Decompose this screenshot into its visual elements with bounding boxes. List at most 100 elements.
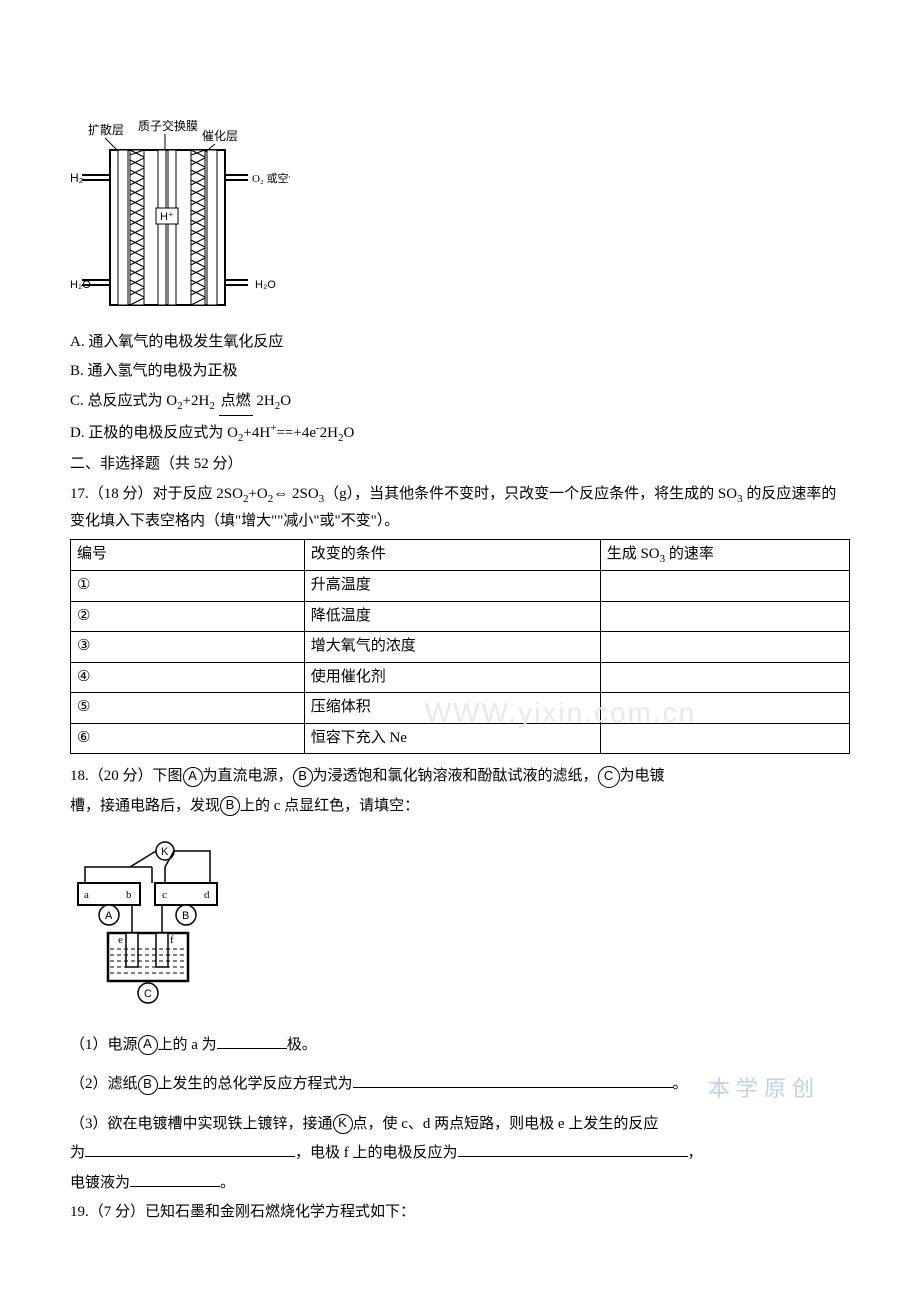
table-row: ① 升高温度 <box>71 571 850 602</box>
p1-b: 上的 a 为 <box>158 1037 217 1053</box>
q17-table: 编号 改变的条件 生成 SO3 的速率 ① 升高温度 ② 降低温度 ③ 增大氧气… <box>70 539 850 755</box>
svg-text:b: b <box>126 889 132 901</box>
svg-text:C: C <box>144 988 152 1000</box>
hatch-right <box>191 150 205 305</box>
svg-text:A: A <box>105 910 113 922</box>
circle-b-icon: B <box>220 796 240 816</box>
blank-line <box>130 1171 220 1187</box>
q18-c: 为浸透饱和氯化钠溶液和酚酞试液的滤纸， <box>313 768 598 784</box>
blank-line <box>458 1141 688 1157</box>
label-membrane: 质子交换膜 <box>138 120 198 133</box>
q18-b: 为直流电源， <box>203 768 293 784</box>
cell-no: ⑥ <box>71 723 305 754</box>
d-end: O <box>344 425 355 441</box>
p2-c: 。 <box>673 1076 688 1092</box>
section-header: 二、非选择题（共 52 分） <box>70 452 850 478</box>
cell-cond: 降低温度 <box>304 601 600 632</box>
table-row: ③ 增大氧气的浓度 <box>71 632 850 663</box>
table-row: 编号 改变的条件 生成 SO3 的速率 <box>71 539 850 571</box>
p3-a: （3）欲在电镀槽中实现铁上镀锌，接通 <box>70 1116 333 1132</box>
d-mid2: ==+4e <box>276 425 316 441</box>
svg-text:B: B <box>182 910 189 922</box>
cell-no: ② <box>71 601 305 632</box>
cell-cond: 使用催化剂 <box>304 662 600 693</box>
th-rate-b: 的速率 <box>665 546 714 562</box>
q18-stem-line2: 槽，接通电路后，发现B上的 c 点显红色，请填空： <box>70 794 850 820</box>
cell-no: ① <box>71 571 305 602</box>
cell-cond-wm: WWW.yixin.com.cn 压缩体积 <box>304 693 600 724</box>
c-prefix: C. 总反应式为 O <box>70 393 177 409</box>
hatch-left <box>130 150 144 305</box>
q17-stem: 17.（18 分）对于反应 2SO2+O2⇔ 2SO3（g），当其他条件不变时，… <box>70 481 850 534</box>
q18-l2a: 槽，接通电路后，发现 <box>70 798 220 814</box>
q18-a: 18.（20 分）下图 <box>70 768 183 784</box>
svg-text:c: c <box>162 889 167 901</box>
d-prefix: D. 正极的电极反应式为 O <box>70 425 238 441</box>
circle-b-icon: B <box>138 1075 158 1095</box>
q17-c: 2SO <box>288 486 318 502</box>
watermark-blue: 本学原创 <box>708 1070 820 1107</box>
q17-a: 17.（18 分）对于反应 2SO <box>70 486 243 502</box>
p3-l3b: 。 <box>220 1175 235 1191</box>
svg-text:d: d <box>204 889 210 901</box>
p2-a: （2）滤纸 <box>70 1076 138 1092</box>
svg-text:a: a <box>84 889 89 901</box>
circle-k-icon: K <box>333 1114 353 1134</box>
q18-p1: （1）电源A上的 a 为 极。 <box>70 1033 850 1059</box>
cell-blank <box>600 662 849 693</box>
q18-l2b: 上的 c 点显红色，请填空： <box>240 798 419 814</box>
svg-text:H₂: H₂ <box>70 171 84 185</box>
svg-text:O₂ 或空气: O₂ 或空气 <box>252 171 290 185</box>
p1-a: （1）电源 <box>70 1037 138 1053</box>
table-row: ⑤ WWW.yixin.com.cn 压缩体积 <box>71 693 850 724</box>
th-rate-a: 生成 SO <box>607 546 660 562</box>
cell-cond: 恒容下充入 Ne <box>304 723 600 754</box>
option-c: C. 总反应式为 O2+2H2 点燃 2H2O <box>70 389 850 416</box>
circuit-svg: K a b c d A B <box>70 839 240 1009</box>
cell-no: ③ <box>71 632 305 663</box>
c-end: O <box>280 393 291 409</box>
circle-a-icon: A <box>138 1035 158 1055</box>
table-row: ④ 使用催化剂 <box>71 662 850 693</box>
svg-text:f: f <box>170 934 174 946</box>
q17-b: +O <box>248 486 267 502</box>
page-root: 扩散层 质子交换膜 催化层 <box>0 0 920 1290</box>
circuit-diagram: K a b c d A B <box>70 839 850 1019</box>
p3-b: 点，使 c、d 两点短路，则电极 e 上发生的反应 <box>353 1116 659 1132</box>
q18-stem-line1: 18.（20 分）下图A为直流电源，B为浸透饱和氯化钠溶液和酚酞试液的滤纸，C为… <box>70 764 850 790</box>
q18-p3-line1: （3）欲在电镀槽中实现铁上镀锌，接通K点，使 c、d 两点短路，则电极 e 上发… <box>70 1112 850 1138</box>
th-no: 编号 <box>71 539 305 571</box>
q18-p3-line2: 为，电极 f 上的电极反应为， <box>70 1141 850 1167</box>
cell-no: ④ <box>71 662 305 693</box>
svg-text:K: K <box>161 846 169 858</box>
blank-line <box>217 1033 287 1049</box>
fuel-cell-diagram: 扩散层 质子交换膜 催化层 <box>70 120 850 320</box>
cell-blank <box>600 632 849 663</box>
dianran-text: 点燃 <box>219 389 253 415</box>
cell-cond: 升高温度 <box>304 571 600 602</box>
svg-text:H⁺: H⁺ <box>160 211 174 223</box>
q18-d: 为电镀 <box>620 768 665 784</box>
svg-text:e: e <box>118 934 123 946</box>
p3-l2c: ， <box>688 1145 703 1161</box>
p3-l2b: ，电极 f 上的电极反应为 <box>295 1145 458 1161</box>
option-a: A. 通入氧气的电极发生氧化反应 <box>70 330 850 356</box>
q18-p2: 本学原创 （2）滤纸B上发生的总化学反应方程式为。 <box>70 1072 850 1098</box>
svg-text:H₂O: H₂O <box>70 279 91 291</box>
table-row: ② 降低温度 <box>71 601 850 632</box>
d-mid: +4H <box>243 425 270 441</box>
p1-c: 极。 <box>287 1037 317 1053</box>
label-diffusion: 扩散层 <box>88 122 124 137</box>
cell-blank <box>600 693 849 724</box>
option-d: D. 正极的电极反应式为 O2+4H+==+4e-2H2O <box>70 419 850 448</box>
circle-c-icon: C <box>598 766 620 788</box>
cell-blank <box>600 571 849 602</box>
option-b: B. 通入氢气的电极为正极 <box>70 359 850 385</box>
blank-line <box>353 1072 673 1088</box>
circle-a-icon: A <box>183 767 203 787</box>
circle-b-icon: B <box>293 767 313 787</box>
q19-stem: 19.（7 分）已知石墨和金刚石燃烧化学方程式如下： <box>70 1200 850 1226</box>
d-tail: 2H <box>320 425 338 441</box>
blank-line <box>85 1141 295 1157</box>
cell-cond: 压缩体积 <box>311 699 371 715</box>
